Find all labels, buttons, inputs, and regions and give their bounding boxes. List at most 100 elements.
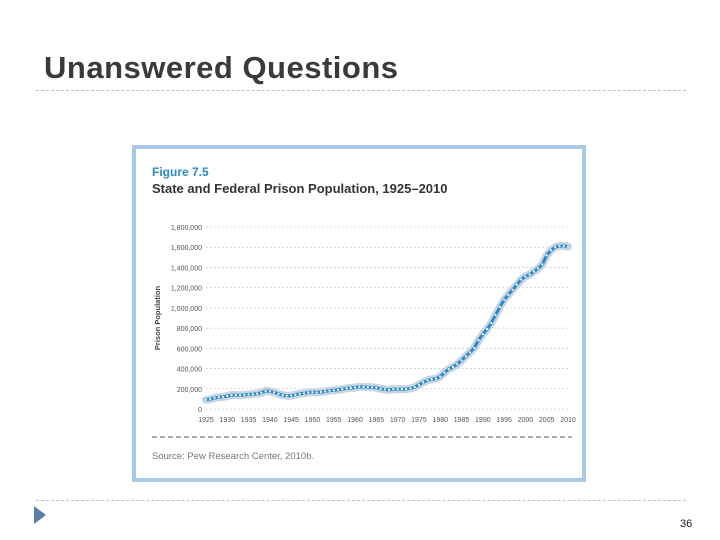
data-point [315, 391, 318, 394]
data-point [554, 246, 557, 249]
data-point [307, 391, 310, 394]
slide-title: Unanswered Questions [44, 50, 399, 85]
x-tick-label: 1930 [220, 417, 236, 424]
x-tick-label: 1965 [369, 417, 385, 424]
data-point [230, 394, 233, 397]
y-tick-label: 1,600,000 [171, 245, 202, 252]
data-point [460, 359, 463, 362]
y-tick-label: 1,000,000 [171, 306, 202, 313]
data-point [498, 305, 501, 308]
series-shadow [202, 241, 572, 404]
data-point [234, 394, 237, 397]
x-tick-label: 2010 [560, 417, 576, 424]
data-point [204, 398, 208, 401]
data-point [549, 249, 553, 252]
data-point [319, 390, 323, 394]
data-point [336, 388, 340, 391]
x-tick-label: 1970 [390, 417, 406, 424]
figure-source: Source: Pew Research Center, 2010b. [152, 451, 315, 462]
data-point [366, 385, 369, 389]
data-point [392, 387, 395, 391]
footer-divider [36, 500, 686, 501]
prison-population-chart: 0 200,000 400,000 600,000 800,000 1,000,000 1,… [152, 225, 576, 438]
x-tick-label: 2005 [539, 417, 555, 424]
y-tick-label: 600,000 [177, 346, 202, 353]
data-point [226, 394, 229, 398]
data-point [298, 392, 301, 395]
data-point [439, 375, 442, 378]
data-point [532, 270, 536, 273]
data-point [217, 396, 220, 399]
data-point [256, 392, 259, 395]
data-point [562, 244, 565, 247]
data-point [311, 391, 314, 394]
data-point [528, 273, 531, 276]
x-tick-label: 1985 [454, 417, 470, 424]
data-point [213, 396, 216, 400]
data-point [358, 385, 361, 388]
data-point [417, 383, 421, 386]
data-point [243, 393, 246, 397]
data-point [221, 395, 225, 398]
data-point [413, 385, 416, 389]
data-point [362, 385, 365, 389]
x-tick-label: 1940 [262, 417, 278, 424]
data-point [277, 392, 280, 395]
data-point [520, 278, 523, 281]
series-line [204, 244, 570, 402]
data-point [558, 245, 561, 248]
y-axis-label: Prison Population [153, 285, 162, 350]
data-point [264, 389, 267, 393]
data-point [383, 388, 386, 391]
data-point [396, 388, 399, 391]
data-point [375, 386, 378, 389]
data-point [273, 391, 276, 394]
figure-number: Figure 7.5 [152, 165, 209, 179]
data-point [349, 386, 352, 390]
x-tick-label: 1990 [475, 417, 491, 424]
x-tick-label: 1995 [496, 417, 512, 424]
x-tick-label: 1980 [432, 417, 448, 424]
data-point [341, 388, 344, 391]
data-point [260, 391, 263, 394]
data-point [268, 390, 271, 393]
data-point [515, 283, 518, 286]
data-point [422, 381, 425, 384]
data-point [247, 393, 250, 396]
y-tick-label: 800,000 [177, 326, 202, 333]
x-tick-label: 1975 [411, 417, 427, 424]
data-point [507, 293, 510, 296]
data-point [490, 321, 493, 325]
data-point [537, 267, 540, 270]
data-point [511, 288, 514, 291]
data-point [503, 298, 506, 301]
data-point [430, 378, 433, 381]
data-point [285, 394, 289, 397]
y-tick-label: 1,200,000 [171, 286, 202, 293]
data-point [238, 394, 242, 397]
data-point [409, 387, 412, 390]
data-point [464, 355, 467, 358]
footer-bullet-icon [34, 506, 46, 524]
x-tick-label: 2000 [518, 417, 534, 424]
data-point [451, 365, 455, 369]
x-tick-label: 1950 [305, 417, 321, 424]
data-point [370, 386, 374, 389]
y-tick-label: 200,000 [177, 387, 202, 394]
x-tick-label: 1945 [283, 417, 299, 424]
data-point [324, 390, 327, 393]
data-point [566, 245, 570, 248]
x-tick-label: 1935 [241, 417, 257, 424]
page-number: 36 [680, 518, 693, 530]
title-divider [36, 90, 686, 91]
data-point [353, 386, 357, 389]
data-point [405, 388, 408, 391]
data-point [281, 394, 284, 397]
data-point [468, 351, 472, 354]
data-point [388, 388, 391, 392]
data-point [379, 387, 382, 390]
data-point [477, 339, 480, 342]
data-point [251, 393, 254, 396]
data-point [485, 328, 489, 331]
y-tick-label: 400,000 [177, 367, 202, 374]
